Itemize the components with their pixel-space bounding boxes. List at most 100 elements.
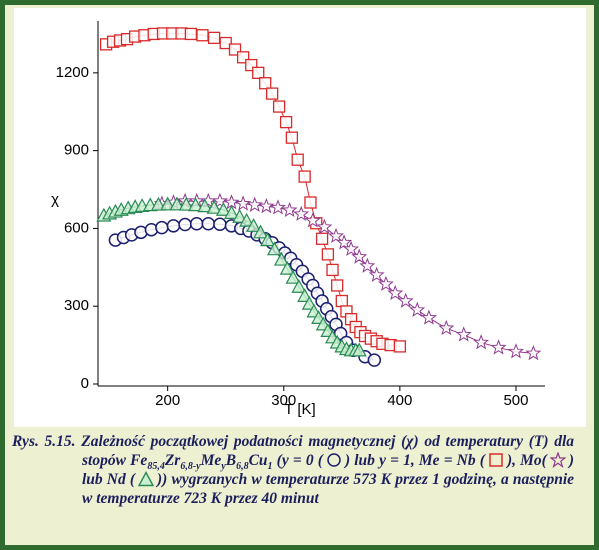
triangle-marker — [178, 196, 194, 211]
square-marker — [393, 340, 407, 353]
y-tick-label: 300 — [64, 297, 89, 314]
circle-marker — [155, 220, 169, 235]
caption-text: B — [225, 452, 237, 469]
triangle-marker — [273, 251, 289, 266]
triangle-marker — [169, 196, 185, 211]
square-marker — [326, 263, 339, 277]
y-axis-label: χ — [51, 191, 59, 208]
star-marker — [359, 257, 376, 273]
circle-marker — [213, 217, 227, 232]
square-marker — [291, 153, 304, 166]
triangle-marker — [232, 209, 248, 223]
circle-marker — [201, 217, 216, 231]
star-icon — [549, 452, 566, 468]
triangle-marker — [246, 218, 262, 232]
series-line — [105, 32, 400, 347]
square-marker — [252, 66, 265, 80]
y-tick-label: 1200 — [56, 64, 89, 81]
triangle-marker — [285, 269, 301, 284]
triangle-marker — [206, 199, 222, 214]
circle-marker — [166, 219, 181, 233]
x-tick-label: 300 — [271, 392, 296, 409]
square-marker — [196, 29, 209, 42]
star-marker — [507, 343, 524, 359]
y-tick-label: 900 — [64, 142, 89, 159]
caption-sub: 1 — [267, 461, 273, 473]
circle-marker — [178, 217, 192, 232]
triangle-icon — [138, 471, 155, 487]
square-marker — [245, 58, 258, 72]
square-marker — [321, 248, 335, 261]
star-marker — [420, 309, 437, 325]
star-marker — [455, 326, 472, 342]
square-marker — [315, 232, 329, 245]
x-tick-label: 200 — [155, 392, 180, 409]
star-marker — [368, 266, 385, 282]
y-tick-label: 0 — [81, 375, 89, 392]
star-marker — [235, 195, 252, 211]
square-marker — [335, 294, 348, 308]
y-tick-label: 600 — [64, 219, 89, 236]
star-marker — [336, 234, 353, 250]
circle-marker — [367, 353, 382, 367]
star-marker — [258, 197, 275, 214]
star-marker — [387, 284, 404, 301]
caption-text: (y = 0 ( — [272, 452, 323, 469]
triangle-marker — [239, 212, 255, 227]
star-marker — [409, 301, 426, 317]
triangle-marker — [150, 196, 166, 211]
caption-sub: 6,8-y — [180, 461, 201, 473]
star-marker — [304, 212, 321, 228]
square-marker — [219, 36, 232, 50]
square-marker — [272, 100, 286, 113]
star-marker — [328, 227, 345, 244]
star-marker — [351, 248, 368, 264]
star-marker — [269, 199, 286, 215]
star-marker — [377, 275, 394, 291]
circle-icon — [327, 453, 341, 467]
star-marker — [525, 345, 542, 361]
caption-sub: 85,4 — [147, 461, 165, 473]
square-marker — [279, 115, 293, 129]
caption-text: Rys. 5.15. Zależność początkowej podatno… — [12, 433, 574, 469]
caption-text: Cu — [248, 452, 268, 469]
x-axis-label: T [K] — [284, 401, 315, 418]
square-marker — [207, 31, 221, 45]
square-marker — [298, 170, 311, 183]
caption-text: ) lub y = 1, Me = Nb ( — [344, 452, 485, 469]
star-marker — [211, 192, 228, 209]
square-icon — [489, 453, 503, 467]
caption: Rys. 5.15. Zależność początkowej podatno… — [12, 432, 574, 508]
star-marker — [246, 196, 263, 212]
star-marker — [343, 240, 360, 256]
square-marker — [259, 77, 272, 90]
caption-text: Me — [200, 452, 222, 469]
triangle-marker — [215, 202, 231, 216]
square-marker — [236, 51, 250, 64]
star-marker — [281, 201, 298, 218]
square-marker — [331, 279, 344, 292]
star-marker — [293, 205, 310, 221]
square-marker — [266, 87, 279, 100]
triangle-marker — [253, 224, 269, 239]
square-marker — [304, 196, 317, 209]
square-marker — [228, 43, 242, 56]
circle-marker — [189, 217, 204, 231]
triangle-marker — [301, 295, 317, 310]
caption-sub: 6,8 — [236, 461, 249, 473]
square-marker — [184, 27, 198, 41]
triangle-marker — [197, 198, 213, 213]
caption-text: Zr — [164, 452, 181, 469]
triangle-marker — [279, 260, 295, 275]
caption-text: ) lub Nd ( — [82, 452, 574, 488]
triangle-marker — [224, 205, 240, 219]
x-tick-label: 400 — [387, 392, 412, 409]
star-marker — [316, 218, 333, 234]
triangle-marker — [160, 196, 176, 211]
chart: T [K] χ 0 300 600 900 1200 200 300 400 500 — [51, 21, 545, 418]
star-marker — [438, 319, 455, 336]
triangle-marker — [260, 232, 276, 247]
square-marker — [285, 131, 299, 144]
triangle-marker — [188, 197, 204, 212]
star-marker — [473, 334, 490, 350]
